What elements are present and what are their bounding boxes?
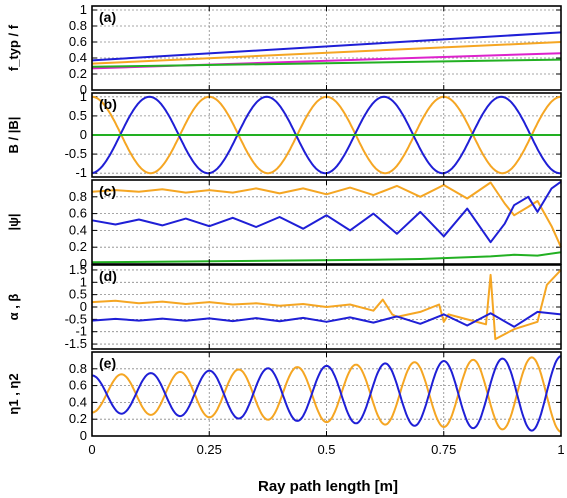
- x-tick-label: 0.75: [431, 442, 456, 457]
- x-axis-label: Ray path length [m]: [258, 478, 398, 495]
- y-tick-label: 0.2: [69, 411, 87, 426]
- y-tick-label: 0.6: [69, 34, 87, 49]
- y-axis-label: |ψ|: [6, 213, 21, 230]
- y-tick-label: 0: [80, 299, 87, 314]
- y-tick-label: 0.5: [69, 108, 87, 123]
- y-tick-label: 0: [80, 127, 87, 142]
- series-line-green: [91, 251, 562, 264]
- y-tick-label: 0.5: [69, 287, 87, 302]
- y-tick-label: 0.8: [69, 18, 87, 33]
- y-tick-label: 0.6: [69, 206, 87, 221]
- y-tick-label: -0.5: [65, 146, 87, 161]
- panel-label: (a): [99, 9, 116, 25]
- y-tick-label: 0: [80, 428, 87, 443]
- y-tick-label: 0.8: [69, 361, 87, 376]
- x-tick-label: 0.5: [317, 442, 335, 457]
- y-tick-label: 0.8: [69, 189, 87, 204]
- series-line-blue: [91, 310, 562, 328]
- x-tick-label: 1: [557, 442, 564, 457]
- y-tick-label: 0.4: [69, 394, 87, 409]
- y-tick-label: 0.4: [69, 50, 87, 65]
- y-axis-label: η1 , η2: [6, 373, 21, 414]
- y-tick-label: 0.2: [69, 239, 87, 254]
- series-line-blue: [91, 180, 562, 244]
- y-tick-label: 0.2: [69, 66, 87, 81]
- y-tick-label: 0: [80, 256, 87, 271]
- y-tick-label: -1: [75, 165, 87, 180]
- y-tick-label: 1: [80, 2, 87, 17]
- series-line-blue: [91, 355, 562, 432]
- y-tick-label: -1.5: [65, 336, 87, 351]
- y-axis-label: B / |B|: [6, 117, 21, 154]
- y-tick-label: 0.4: [69, 222, 87, 237]
- series-line-orange: [91, 181, 562, 248]
- series-line-blue: [91, 31, 562, 62]
- series-line-orange: [91, 356, 562, 433]
- series-line-green: [91, 58, 562, 68]
- panel-label: (c): [99, 183, 116, 199]
- x-tick-label: 0.25: [197, 442, 222, 457]
- panel-label: (e): [99, 355, 116, 371]
- series-line-orange: [91, 269, 562, 341]
- y-tick-label: -1: [75, 324, 87, 339]
- y-tick-label: 1: [80, 274, 87, 289]
- y-tick-label: 0: [80, 82, 87, 97]
- y-tick-label: 1.5: [69, 262, 87, 277]
- series-line-orange: [91, 41, 562, 65]
- y-axis-label: f_typ / f: [6, 24, 21, 71]
- y-tick-label: 0.6: [69, 378, 87, 393]
- x-tick-label: 0: [88, 442, 95, 457]
- y-axis-label: α , β: [6, 294, 21, 321]
- y-tick-label: -0.5: [65, 311, 87, 326]
- y-tick-label: 1: [80, 89, 87, 104]
- panel-label: (b): [99, 96, 117, 112]
- panel-label: (d): [99, 268, 117, 284]
